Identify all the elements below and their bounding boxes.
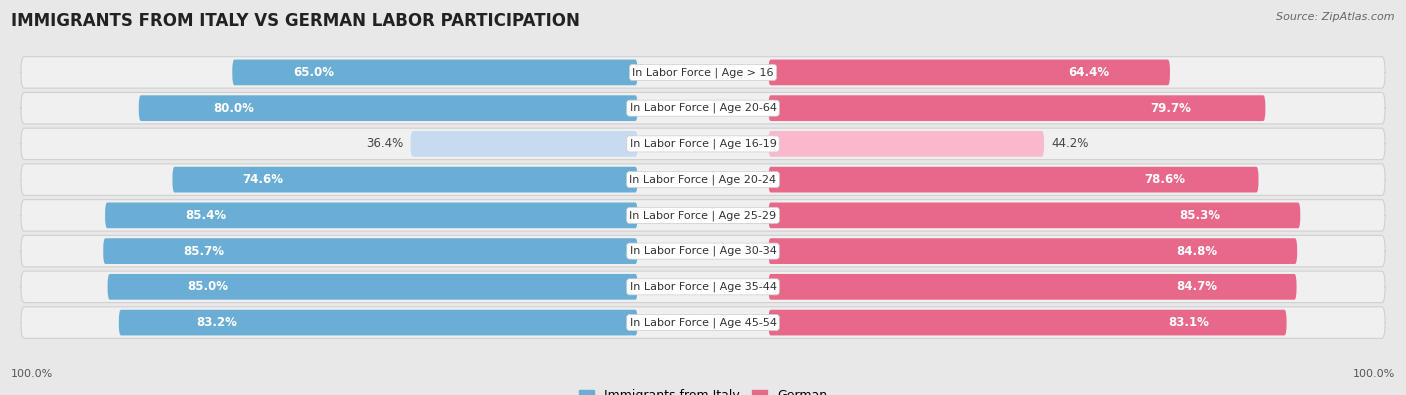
Text: In Labor Force | Age 16-19: In Labor Force | Age 16-19 [630, 139, 776, 149]
FancyBboxPatch shape [769, 131, 1045, 157]
FancyBboxPatch shape [21, 271, 1385, 303]
FancyBboxPatch shape [103, 238, 637, 264]
FancyBboxPatch shape [105, 203, 637, 228]
FancyBboxPatch shape [769, 274, 1296, 300]
Text: 80.0%: 80.0% [214, 102, 254, 115]
Text: 79.7%: 79.7% [1150, 102, 1191, 115]
Text: 100.0%: 100.0% [1353, 369, 1395, 379]
Text: 36.4%: 36.4% [367, 137, 404, 150]
Text: In Labor Force | Age 25-29: In Labor Force | Age 25-29 [630, 210, 776, 221]
Text: 83.1%: 83.1% [1168, 316, 1209, 329]
FancyBboxPatch shape [21, 235, 1385, 267]
Text: IMMIGRANTS FROM ITALY VS GERMAN LABOR PARTICIPATION: IMMIGRANTS FROM ITALY VS GERMAN LABOR PA… [11, 12, 581, 30]
FancyBboxPatch shape [769, 203, 1301, 228]
Text: 78.6%: 78.6% [1144, 173, 1185, 186]
Text: 83.2%: 83.2% [197, 316, 238, 329]
Text: In Labor Force | Age 45-54: In Labor Force | Age 45-54 [630, 317, 776, 328]
FancyBboxPatch shape [108, 274, 637, 300]
Text: In Labor Force | Age > 16: In Labor Force | Age > 16 [633, 67, 773, 78]
Text: In Labor Force | Age 20-64: In Labor Force | Age 20-64 [630, 103, 776, 113]
Text: 85.3%: 85.3% [1180, 209, 1220, 222]
FancyBboxPatch shape [769, 238, 1298, 264]
Text: 64.4%: 64.4% [1069, 66, 1109, 79]
FancyBboxPatch shape [769, 310, 1286, 335]
Text: 85.7%: 85.7% [183, 245, 225, 258]
Text: In Labor Force | Age 20-24: In Labor Force | Age 20-24 [630, 174, 776, 185]
Text: 74.6%: 74.6% [242, 173, 283, 186]
Text: 44.2%: 44.2% [1050, 137, 1088, 150]
FancyBboxPatch shape [769, 95, 1265, 121]
Text: 65.0%: 65.0% [292, 66, 335, 79]
FancyBboxPatch shape [21, 307, 1385, 338]
FancyBboxPatch shape [21, 164, 1385, 196]
FancyBboxPatch shape [411, 131, 637, 157]
FancyBboxPatch shape [769, 167, 1258, 192]
FancyBboxPatch shape [173, 167, 637, 192]
FancyBboxPatch shape [21, 92, 1385, 124]
FancyBboxPatch shape [21, 199, 1385, 231]
FancyBboxPatch shape [118, 310, 637, 335]
Text: 85.4%: 85.4% [186, 209, 226, 222]
Text: 85.0%: 85.0% [187, 280, 228, 293]
Text: 84.8%: 84.8% [1177, 245, 1218, 258]
Text: In Labor Force | Age 30-34: In Labor Force | Age 30-34 [630, 246, 776, 256]
Text: Source: ZipAtlas.com: Source: ZipAtlas.com [1277, 12, 1395, 22]
Text: 84.7%: 84.7% [1177, 280, 1218, 293]
FancyBboxPatch shape [21, 128, 1385, 160]
Legend: Immigrants from Italy, German: Immigrants from Italy, German [574, 384, 832, 395]
FancyBboxPatch shape [21, 57, 1385, 88]
Text: In Labor Force | Age 35-44: In Labor Force | Age 35-44 [630, 282, 776, 292]
FancyBboxPatch shape [139, 95, 637, 121]
FancyBboxPatch shape [232, 60, 637, 85]
Text: 100.0%: 100.0% [11, 369, 53, 379]
FancyBboxPatch shape [769, 60, 1170, 85]
